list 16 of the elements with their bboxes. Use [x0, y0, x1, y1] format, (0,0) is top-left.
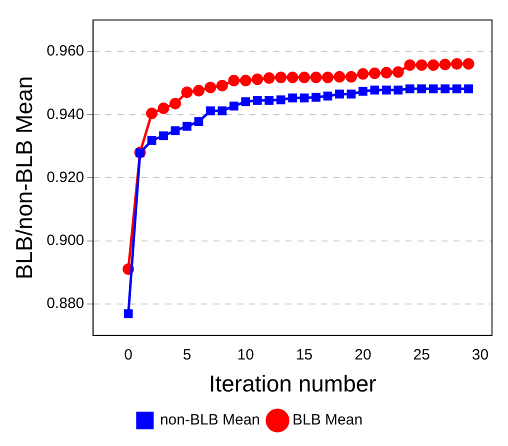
x-tick-label: 15 [296, 346, 313, 364]
x-tick-label: 0 [124, 346, 132, 364]
y-tick-label: 0.880 [46, 295, 84, 312]
x-tick-label: 25 [413, 346, 430, 364]
x-tick-label: 30 [472, 346, 489, 364]
legend-label: BLB Mean [292, 412, 363, 429]
y-tick-label: 0.960 [46, 42, 84, 60]
y-axis-title: BLB/non-BLB Mean [11, 76, 38, 280]
x-tick-label: 10 [237, 346, 254, 364]
y-tick-label: 0.900 [46, 232, 84, 249]
x-axis-title: Iteration number [208, 370, 377, 397]
y-tick-label: 0.940 [46, 106, 84, 123]
legend-label: non-BLB Mean [160, 412, 260, 429]
x-tick-label: 20 [354, 346, 372, 364]
x-tick-label: 5 [182, 346, 192, 364]
y-tick-label: 0.920 [46, 168, 84, 186]
